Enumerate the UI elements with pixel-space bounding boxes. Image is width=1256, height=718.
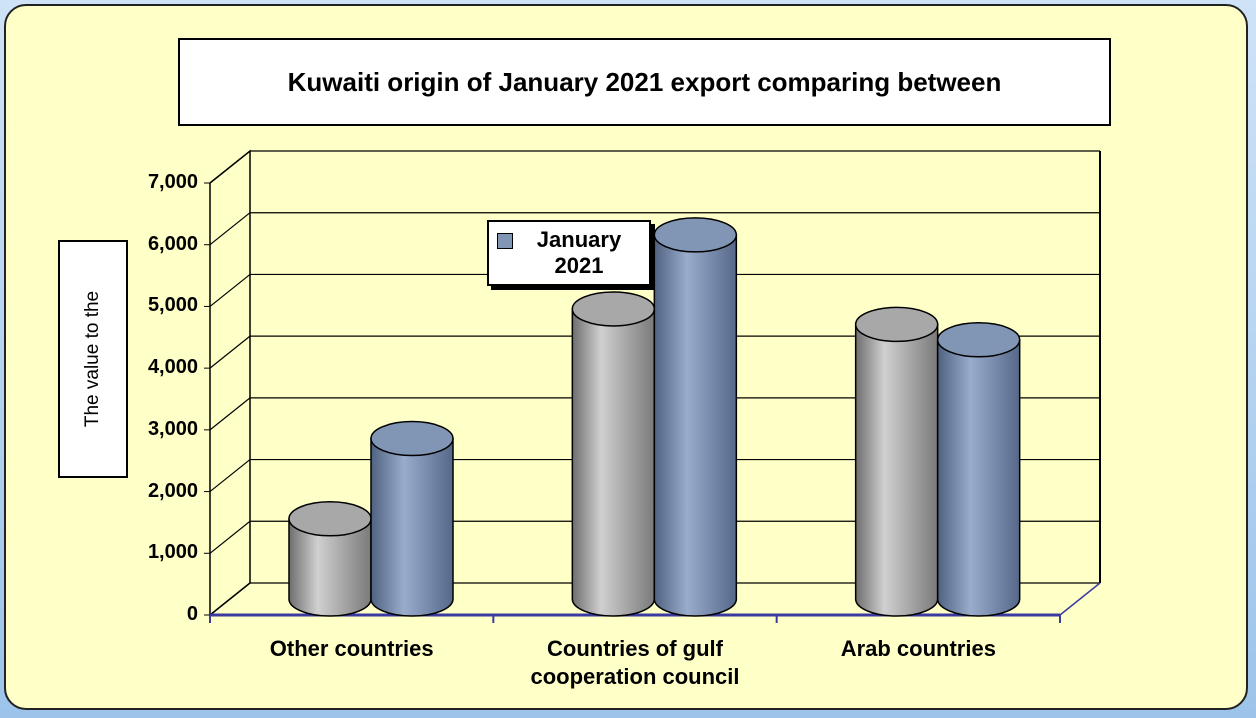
y-tick-label: 1,000 xyxy=(147,541,198,564)
x-tick-label: Other countries xyxy=(269,636,434,661)
y-tick-label: 4,000 xyxy=(147,356,198,379)
grid-line xyxy=(209,582,1100,616)
cylinder-body xyxy=(854,323,939,617)
x-tick-label: Countries of gulf cooperation council xyxy=(530,636,740,689)
legend-label: January 2021 xyxy=(536,227,622,278)
cylinder-top xyxy=(936,322,1021,358)
cylinder-top xyxy=(653,217,738,253)
y-axis-label: The value to the xyxy=(82,290,103,428)
back-wall xyxy=(209,149,251,616)
x-tick-label: Arab countries xyxy=(840,636,996,661)
cylinder-body xyxy=(571,308,656,617)
y-tick-label: 3,000 xyxy=(147,417,198,440)
y-tick-label: 5,000 xyxy=(147,294,198,317)
grid-line xyxy=(209,397,1100,431)
chart-title: Kuwaiti origin of January 2021 export co… xyxy=(178,38,1111,126)
legend-swatch xyxy=(497,233,513,249)
grid-line xyxy=(209,212,1100,246)
y-tick-label: 0 xyxy=(186,603,198,625)
legend: January 2021 xyxy=(487,220,651,286)
cylinder-body xyxy=(936,339,1021,617)
grid-line xyxy=(209,335,1100,369)
grid-line xyxy=(209,520,1100,554)
cylinder-top xyxy=(288,501,372,537)
y-tick-label: 6,000 xyxy=(147,232,198,255)
cylinder-body xyxy=(653,234,738,617)
y-axis-label-box: The value to the xyxy=(58,240,128,478)
y-tick-label: 2,000 xyxy=(147,479,198,502)
grid-line xyxy=(209,458,1100,493)
cylinder-top xyxy=(854,306,939,343)
cylinder-body xyxy=(370,437,454,617)
grid-line xyxy=(209,150,1100,184)
grid-line xyxy=(209,273,1100,307)
cylinder-top xyxy=(571,291,656,327)
cylinder-top xyxy=(370,420,454,457)
floor-edge xyxy=(1059,582,1101,616)
y-tick-label: 7,000 xyxy=(147,171,198,193)
cylinder-body xyxy=(288,518,372,617)
